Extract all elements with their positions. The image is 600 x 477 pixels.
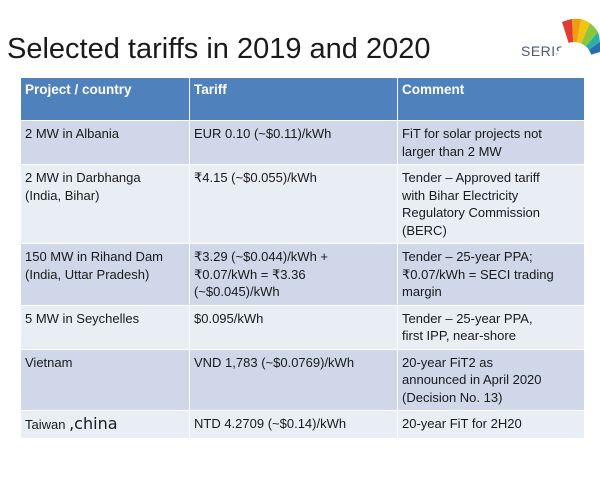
table-row: 2 MW in Albania EUR 0.10 (~$0.11)/kWh Fi…: [20, 120, 585, 165]
cell-line: first IPP, near-shore: [402, 328, 516, 343]
cell-line: margin: [402, 284, 442, 299]
cell-line: (BERC): [402, 222, 447, 238]
cell-tariff: EUR 0.10 (~$0.11)/kWh: [189, 120, 398, 165]
cell-line: 150 MW in Rihand Dam: [25, 249, 163, 264]
cell-line: 20-year FiT for 2H20: [402, 416, 522, 431]
cell-line: $0.095/kWh: [194, 310, 264, 326]
cell-comment: Tender – 25-year PPA, first IPP, near-sh…: [397, 304, 585, 350]
table-row: Taiwan ,china NTD 4.2709 (~$0.14)/kWh 20…: [20, 410, 585, 439]
cell-tariff: VND 1,783 (~$0.0769)/kWh: [189, 348, 398, 411]
cell-project: Taiwan ,china: [20, 410, 190, 439]
cell-project: 2 MW in Albania: [20, 120, 190, 165]
cell-line: ₹4.15 (~$0.055)/kWh: [194, 170, 317, 185]
cell-line: ₹3.29 (~$0.044)/kWh +: [194, 249, 329, 264]
cell-line: larger than 2 MW: [402, 143, 502, 159]
cell-tariff: ₹3.29 (~$0.044)/kWh + ₹0.07/kWh = ₹3.36 …: [189, 243, 398, 306]
cell-line: VND 1,783 (~$0.0769)/kWh: [194, 354, 355, 370]
cell-line: 5 MW in Seychelles: [25, 310, 140, 326]
cell-line: 2 MW in Darbhanga: [25, 170, 141, 185]
slide-title: Selected tariffs in 2019 and 2020: [7, 33, 431, 65]
table-row: 2 MW in Darbhanga (India, Bihar) ₹4.15 (…: [20, 164, 585, 244]
sun-logo-icon: [556, 18, 600, 68]
cell-line: (India, Uttar Pradesh): [25, 266, 150, 282]
cell-line: ₹0.07/kWh = ₹3.36: [194, 266, 306, 282]
seris-logo: SERIS: [518, 16, 600, 68]
cell-tariff: NTD 4.2709 (~$0.14)/kWh: [189, 410, 398, 439]
cell-comment: 20-year FiT2 as announced in April 2020 …: [397, 348, 585, 411]
cell-project: 150 MW in Rihand Dam (India, Uttar Prade…: [20, 243, 190, 306]
table-row: 150 MW in Rihand Dam (India, Uttar Prade…: [20, 243, 585, 306]
cell-annotation: ,china: [69, 414, 118, 433]
cell-line: Regulatory Commission: [402, 205, 540, 220]
cell-line: Tender – 25-year PPA,: [402, 310, 533, 326]
cell-line: FiT for solar projects not: [402, 126, 542, 141]
cell-line: 2 MW in Albania: [25, 126, 119, 141]
cell-project: 5 MW in Seychelles: [20, 304, 190, 350]
table-header-row: Project / country Tariff Comment: [20, 77, 585, 121]
tariffs-table: Project / country Tariff Comment 2 MW in…: [20, 77, 585, 439]
cell-project: 2 MW in Darbhanga (India, Bihar): [20, 164, 190, 244]
cell-line: Taiwan: [25, 417, 66, 432]
cell-line: Vietnam: [25, 354, 73, 370]
header-tariff: Tariff: [189, 77, 398, 121]
cell-project: Vietnam: [20, 348, 190, 411]
cell-line: announced in April 2020: [402, 372, 542, 387]
cell-tariff: $0.095/kWh: [189, 304, 398, 350]
table-row: Vietnam VND 1,783 (~$0.0769)/kWh 20-year…: [20, 348, 585, 411]
cell-comment: Tender – Approved tariff with Bihar Elec…: [397, 164, 585, 244]
cell-comment: 20-year FiT for 2H20: [397, 410, 585, 439]
cell-line: ₹0.07/kWh = SECI trading: [402, 266, 554, 282]
cell-line: EUR 0.10 (~$0.11)/kWh: [194, 126, 332, 141]
header-project: Project / country: [20, 77, 190, 121]
cell-line: Tender – Approved tariff: [402, 170, 540, 185]
cell-line: with Bihar Electricity: [402, 187, 519, 203]
cell-line: (~$0.045)/kWh: [194, 284, 280, 299]
table-row: 5 MW in Seychelles $0.095/kWh Tender – 2…: [20, 304, 585, 350]
cell-comment: FiT for solar projects not larger than 2…: [397, 120, 585, 165]
cell-line: (Decision No. 13): [402, 389, 503, 405]
cell-line: NTD 4.2709 (~$0.14)/kWh: [194, 416, 347, 431]
cell-line: 20-year FiT2 as: [402, 354, 494, 370]
header-comment: Comment: [397, 77, 585, 121]
cell-tariff: ₹4.15 (~$0.055)/kWh: [189, 164, 398, 244]
cell-comment: Tender – 25-year PPA; ₹0.07/kWh = SECI t…: [397, 243, 585, 306]
cell-line: (India, Bihar): [25, 187, 100, 203]
cell-line: Tender – 25-year PPA;: [402, 249, 533, 264]
logo-text: SERIS: [521, 43, 566, 59]
